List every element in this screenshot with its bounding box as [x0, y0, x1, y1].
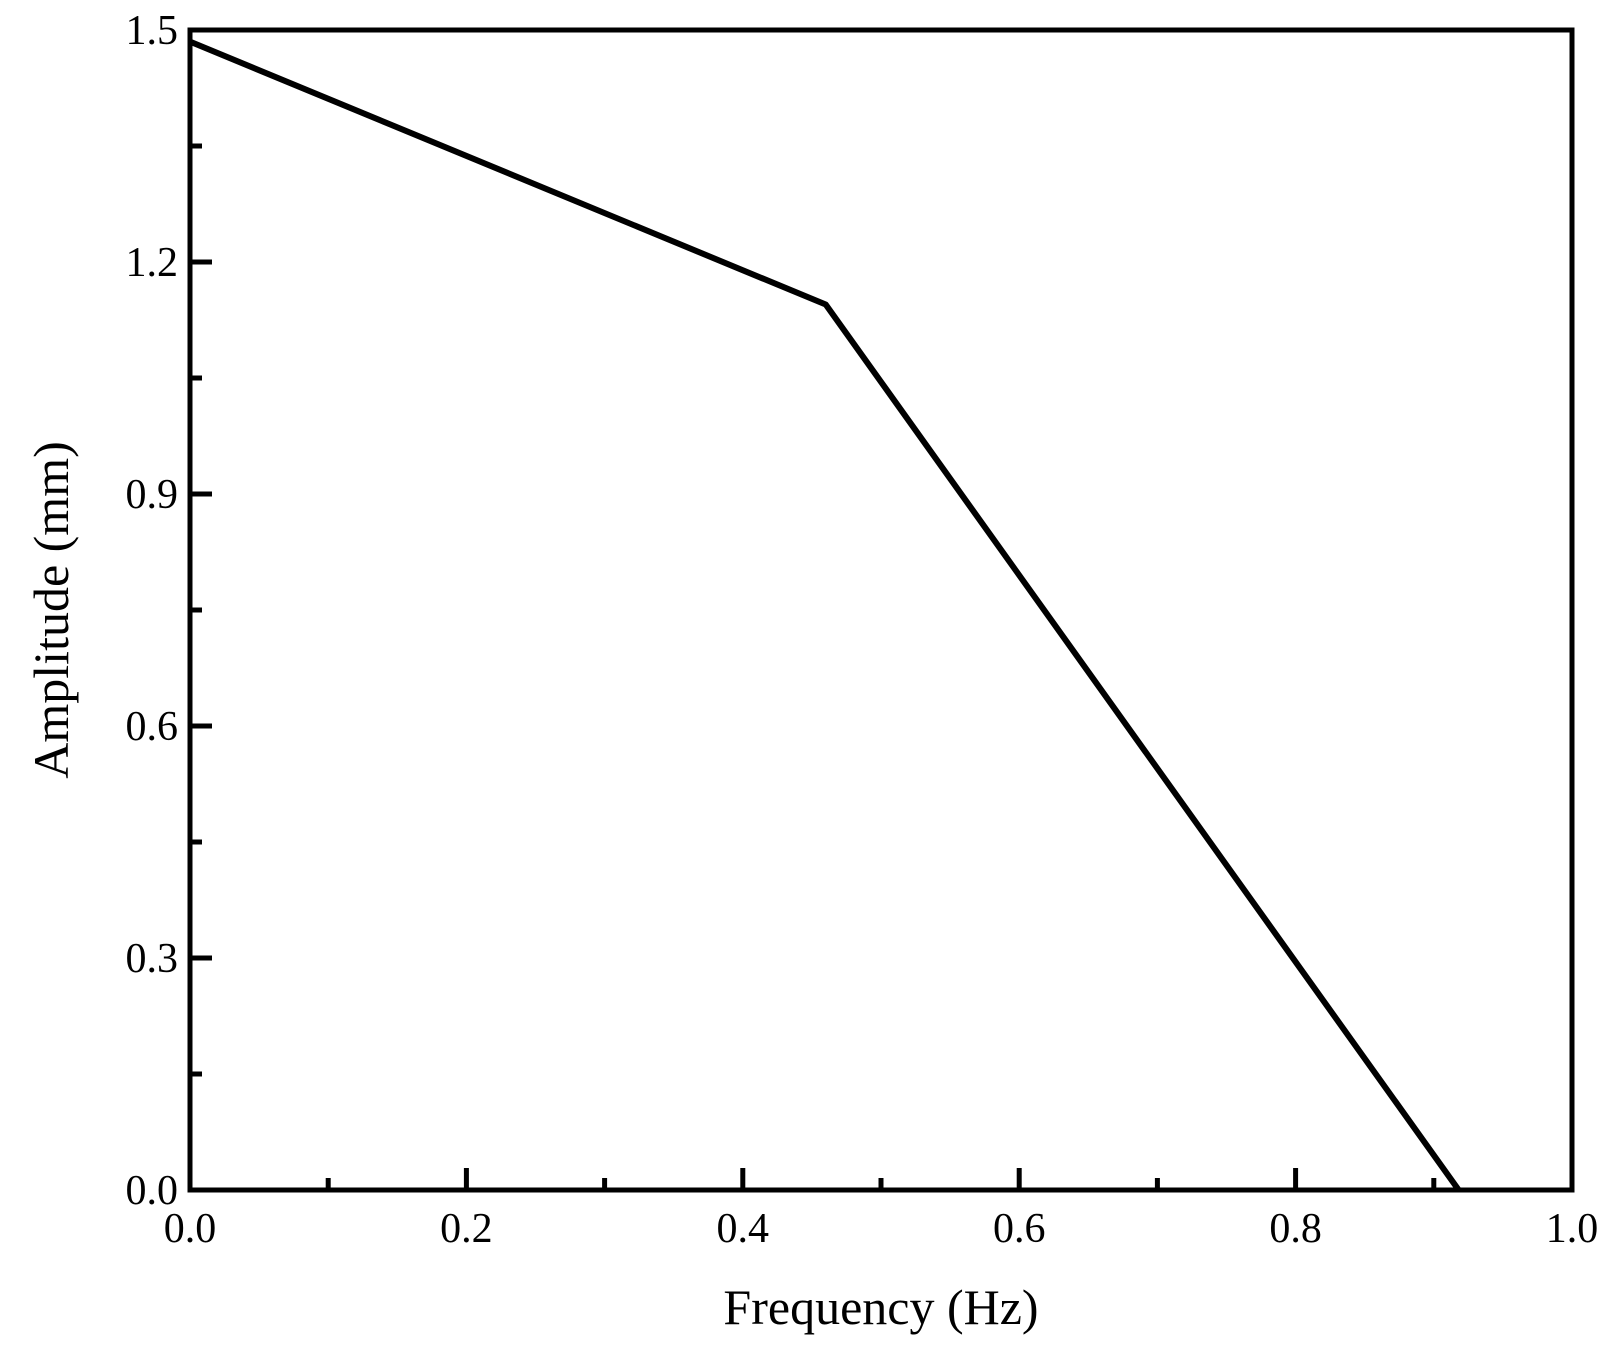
- y-tick-label: 1.5: [126, 8, 179, 54]
- series-line: [188, 38, 1462, 1192]
- y-tick-label: 0.3: [126, 936, 179, 982]
- y-axis-title: Amplitude (mm): [23, 441, 79, 778]
- x-axis-title: Frequency (Hz): [723, 1279, 1038, 1335]
- minor-ticks: [190, 143, 1437, 1190]
- x-tick-label: 1.0: [1546, 1206, 1599, 1252]
- series-layer: [188, 38, 1462, 1192]
- x-tick-label: 0.8: [1269, 1206, 1322, 1252]
- y-tick-label: 0.9: [126, 472, 179, 518]
- x-tick-label: 0.6: [993, 1206, 1046, 1252]
- major-ticks: [187, 27, 1575, 1193]
- plot-frame: [187, 27, 1575, 1193]
- y-tick-label: 0.0: [126, 1168, 179, 1214]
- y-tick-label: 0.6: [126, 704, 179, 750]
- x-tick-label: 0.0: [164, 1206, 217, 1252]
- x-tick-labels: 0.0 0.2 0.4 0.6 0.8 1.0: [164, 1206, 1599, 1252]
- x-tick-label: 0.2: [440, 1206, 493, 1252]
- y-tick-label: 1.2: [126, 240, 179, 286]
- x-tick-label: 0.4: [717, 1206, 770, 1252]
- y-tick-labels: 0.0 0.3 0.6 0.9 1.2 1.5: [126, 8, 179, 1214]
